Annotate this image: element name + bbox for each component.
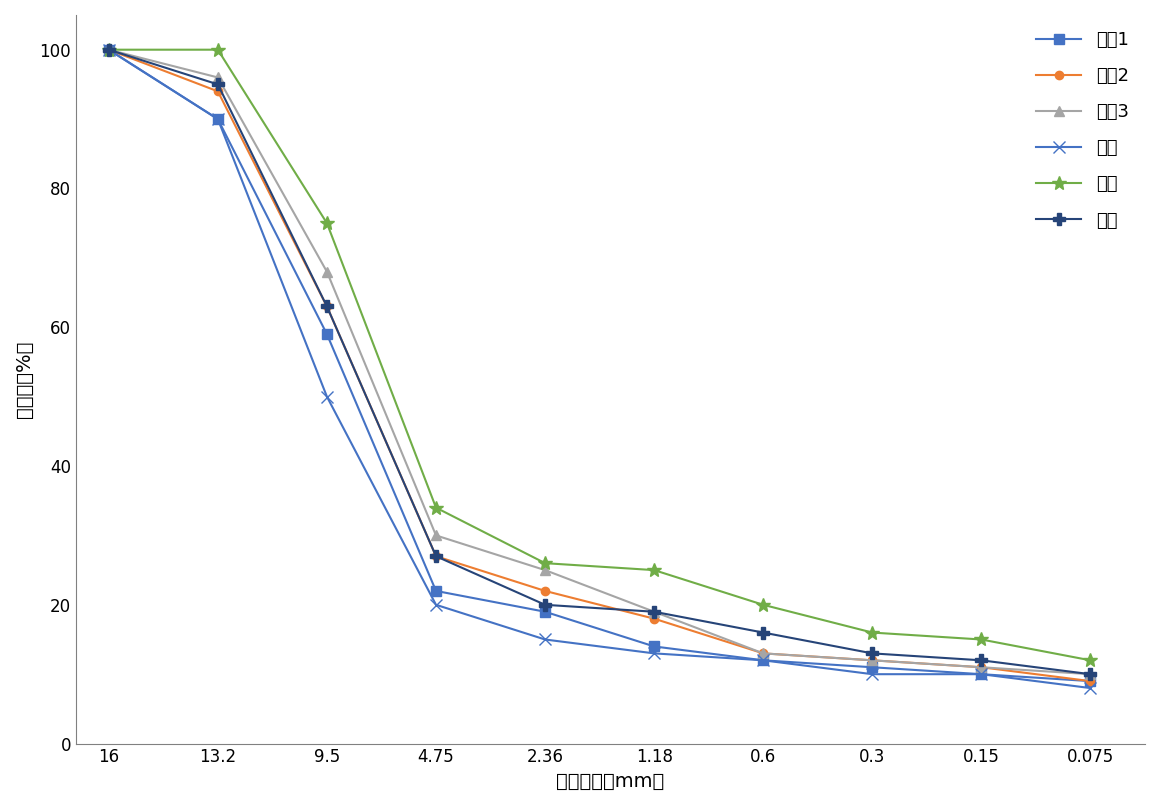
中値: [647, 607, 661, 617]
Line: 下限: 下限: [102, 44, 1096, 694]
级配2: [1083, 676, 1097, 686]
下限: [865, 669, 879, 679]
级配1: [974, 669, 988, 679]
上限: [102, 45, 116, 55]
级配3: [974, 663, 988, 672]
中値: [1083, 669, 1097, 679]
级配2: [865, 655, 879, 665]
Line: 级配2: 级配2: [104, 45, 1095, 685]
级配1: [865, 663, 879, 672]
Legend: 级配1, 级配2, 级配3, 下限, 上限, 中値: 级配1, 级配2, 级配3, 下限, 上限, 中値: [1029, 24, 1136, 237]
上限: [429, 503, 443, 513]
Line: 上限: 上限: [102, 43, 1097, 667]
中値: [756, 628, 770, 638]
下限: [320, 392, 334, 401]
上限: [211, 45, 225, 55]
级配2: [756, 649, 770, 659]
级配2: [647, 614, 661, 624]
Line: 中値: 中値: [103, 44, 1096, 679]
级配3: [211, 73, 225, 82]
级配3: [1083, 669, 1097, 679]
上限: [320, 218, 334, 228]
中値: [865, 649, 879, 659]
级配2: [211, 86, 225, 96]
级配1: [756, 655, 770, 665]
级配1: [538, 607, 552, 617]
上限: [974, 634, 988, 644]
级配2: [102, 45, 116, 55]
X-axis label: 筛孔尺寸（mm）: 筛孔尺寸（mm）: [557, 772, 665, 791]
下限: [1083, 683, 1097, 693]
中値: [211, 80, 225, 89]
级配2: [538, 586, 552, 596]
Line: 级配3: 级配3: [104, 45, 1095, 679]
中値: [974, 655, 988, 665]
上限: [647, 565, 661, 575]
中値: [102, 45, 116, 55]
级配1: [647, 642, 661, 651]
上限: [1083, 655, 1097, 665]
下限: [647, 649, 661, 659]
级配3: [320, 267, 334, 276]
下限: [102, 45, 116, 55]
级配3: [865, 655, 879, 665]
下限: [429, 600, 443, 609]
上限: [538, 559, 552, 568]
中値: [320, 301, 334, 311]
级配3: [756, 649, 770, 659]
级配1: [1083, 676, 1097, 686]
级配2: [429, 551, 443, 561]
级配2: [974, 663, 988, 672]
Line: 级配1: 级配1: [104, 45, 1095, 686]
级配2: [320, 301, 334, 311]
中値: [538, 600, 552, 609]
Y-axis label: 通过率（%）: 通过率（%）: [15, 341, 34, 418]
下限: [974, 669, 988, 679]
上限: [756, 600, 770, 609]
级配3: [538, 565, 552, 575]
级配3: [429, 530, 443, 540]
下限: [211, 114, 225, 124]
级配3: [102, 45, 116, 55]
上限: [865, 628, 879, 638]
级配1: [320, 330, 334, 339]
下限: [538, 634, 552, 644]
下限: [756, 655, 770, 665]
中値: [429, 551, 443, 561]
级配1: [429, 586, 443, 596]
级配3: [647, 607, 661, 617]
级配1: [211, 114, 225, 124]
级配1: [102, 45, 116, 55]
